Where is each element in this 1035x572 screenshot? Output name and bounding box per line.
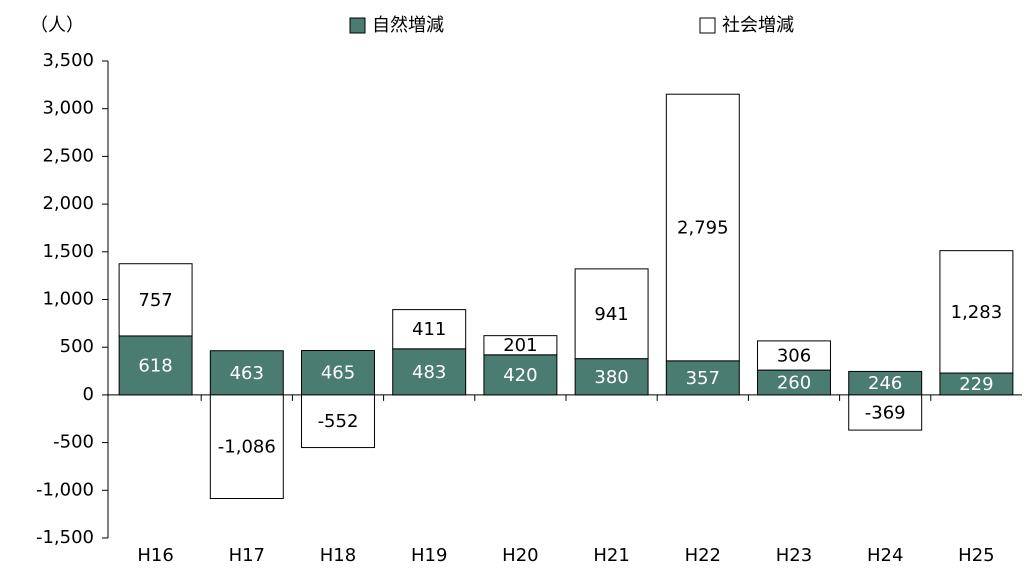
legend-swatch	[349, 17, 366, 34]
data-label: 201	[503, 335, 537, 356]
y-tick-label: 3,000	[42, 98, 94, 119]
legend-swatch	[699, 17, 716, 34]
data-label: 1,283	[951, 302, 1003, 323]
bar-segment	[118, 335, 193, 396]
data-label: 380	[594, 367, 628, 388]
bar-segment	[939, 250, 1014, 374]
y-tick-label: -500	[53, 432, 94, 453]
bar-segment	[118, 263, 193, 337]
bar-segment	[665, 360, 740, 396]
data-label: 411	[412, 319, 446, 340]
x-tick-label: H20	[502, 545, 538, 566]
bar-segment	[483, 354, 558, 396]
data-label: 941	[594, 304, 628, 325]
x-tick-label: H18	[320, 545, 356, 566]
data-label: 757	[138, 290, 172, 311]
data-label: 306	[777, 345, 811, 366]
y-tick-label: -1,000	[36, 479, 94, 500]
x-tick-label: H23	[776, 545, 812, 566]
data-label: -1,086	[218, 437, 276, 458]
x-tick-label: H25	[958, 545, 994, 566]
y-tick-label: 1,000	[42, 289, 94, 310]
data-label: 483	[412, 362, 446, 383]
data-label: -369	[865, 403, 906, 424]
x-tick-label: H24	[867, 545, 903, 566]
data-label: 465	[321, 363, 355, 384]
y-tick-label: 0	[83, 384, 94, 405]
legend-label: 自然増減	[372, 15, 444, 36]
bar-segment	[392, 309, 467, 350]
y-axis-unit: （人）	[30, 15, 84, 36]
y-tick-label: -1,500	[36, 527, 94, 548]
bar-segment	[574, 358, 649, 396]
x-tick-label: H16	[137, 545, 173, 566]
bar-segment	[301, 350, 375, 396]
data-label: 463	[230, 363, 264, 384]
y-tick-label: 1,500	[42, 241, 94, 262]
y-tick-label: 3,500	[42, 50, 94, 71]
bar-segment	[848, 394, 923, 431]
data-label: 229	[959, 374, 993, 395]
data-label: -552	[318, 411, 359, 432]
data-label: 2,795	[677, 218, 729, 239]
bar-segment	[209, 394, 284, 500]
data-label: 618	[138, 355, 172, 376]
data-label: 420	[503, 365, 537, 386]
x-tick-label: H21	[593, 545, 629, 566]
bar-segment	[757, 340, 831, 371]
bar-segment	[665, 93, 740, 362]
data-label: 260	[777, 372, 811, 393]
bar-segment	[301, 394, 375, 449]
data-label: 357	[686, 368, 720, 389]
y-tick-label: 500	[60, 336, 94, 357]
data-label: 246	[868, 373, 902, 394]
y-tick-label: 2,000	[42, 193, 94, 214]
y-tick-label: 2,500	[42, 145, 94, 166]
bar-segment	[483, 335, 558, 356]
x-tick-label: H19	[411, 545, 447, 566]
x-tick-label: H17	[229, 545, 265, 566]
bar-segment	[574, 268, 649, 360]
legend-label: 社会増減	[722, 15, 794, 36]
x-tick-label: H22	[685, 545, 721, 566]
